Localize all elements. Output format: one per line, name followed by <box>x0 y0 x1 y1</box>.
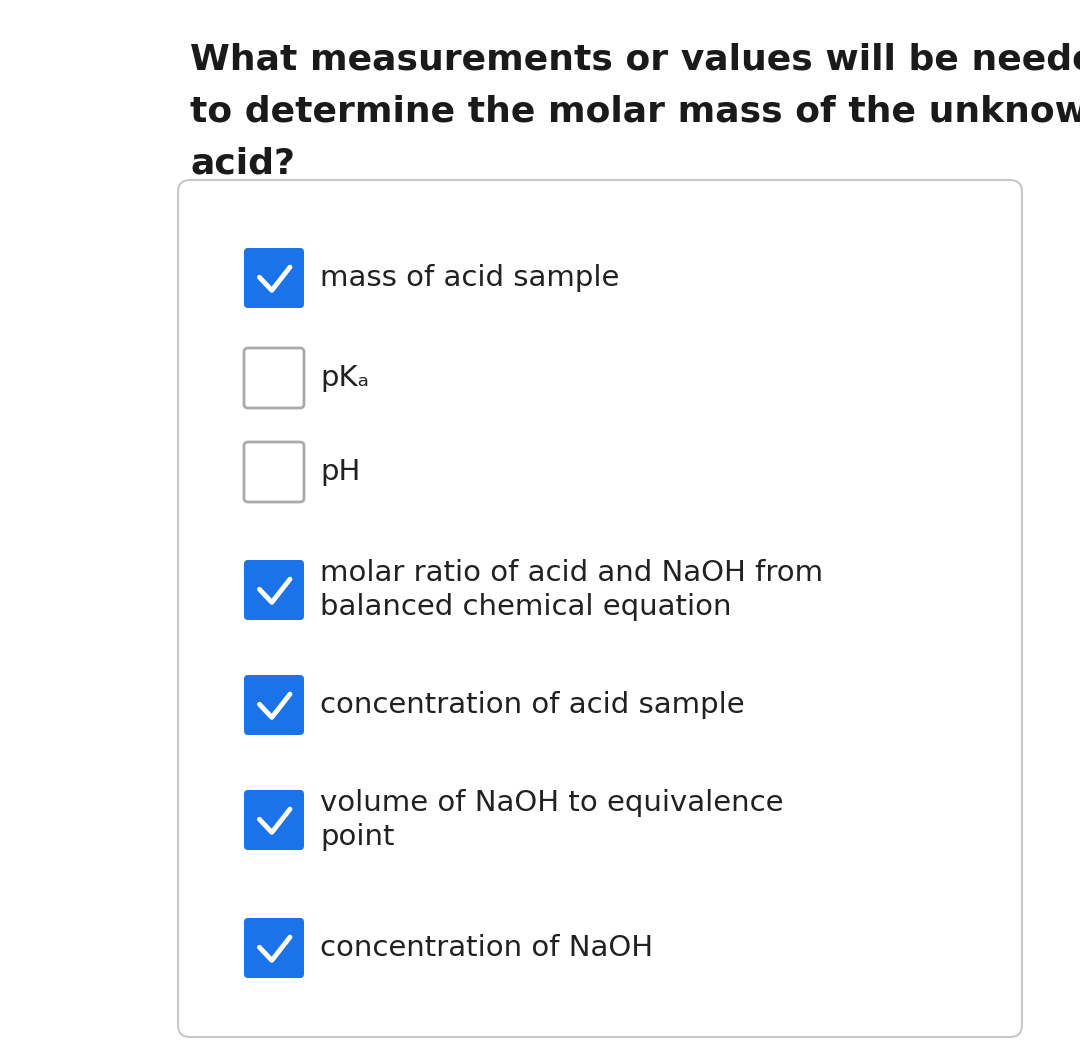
FancyBboxPatch shape <box>244 248 303 308</box>
Text: molar ratio of acid and NaOH from: molar ratio of acid and NaOH from <box>320 559 823 587</box>
Text: volume of NaOH to equivalence: volume of NaOH to equivalence <box>320 789 783 817</box>
Text: point: point <box>320 823 394 851</box>
Text: pKₐ: pKₐ <box>320 364 369 392</box>
Text: balanced chemical equation: balanced chemical equation <box>320 593 731 621</box>
FancyBboxPatch shape <box>244 918 303 978</box>
Text: acid?: acid? <box>190 146 295 180</box>
Text: What measurements or values will be needed: What measurements or values will be need… <box>190 42 1080 76</box>
FancyBboxPatch shape <box>244 560 303 619</box>
Text: concentration of NaOH: concentration of NaOH <box>320 934 653 962</box>
FancyBboxPatch shape <box>244 790 303 851</box>
FancyBboxPatch shape <box>244 348 303 408</box>
Text: mass of acid sample: mass of acid sample <box>320 264 619 292</box>
FancyBboxPatch shape <box>178 180 1022 1037</box>
FancyBboxPatch shape <box>244 442 303 502</box>
Text: to determine the molar mass of the unknown: to determine the molar mass of the unkno… <box>190 94 1080 128</box>
Text: concentration of acid sample: concentration of acid sample <box>320 691 744 719</box>
FancyBboxPatch shape <box>244 675 303 735</box>
Text: pH: pH <box>320 458 361 486</box>
